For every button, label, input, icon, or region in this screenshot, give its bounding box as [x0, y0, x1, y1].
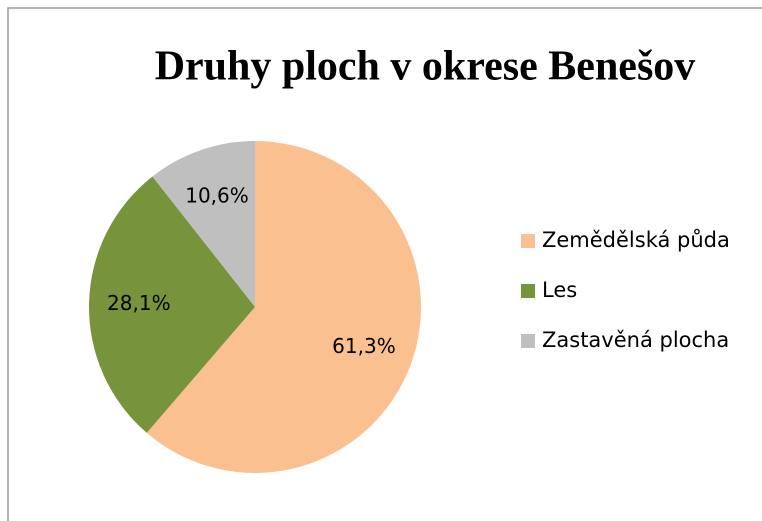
- legend-label: Zastavěná plocha: [542, 328, 729, 352]
- chart-title: Druhy ploch v okrese Benešov: [155, 44, 696, 90]
- pie-slice: [89, 176, 255, 433]
- chart-frame: [7, 7, 762, 521]
- legend-swatch: [521, 284, 535, 298]
- data-label: 10,6%: [185, 184, 249, 208]
- data-label: 28,1%: [107, 291, 171, 315]
- legend-swatch: [521, 334, 535, 348]
- legend-label: Zemědělská půda: [542, 228, 730, 252]
- legend-swatch: [521, 234, 535, 248]
- pie-slice: [152, 141, 255, 307]
- data-label: 61,3%: [332, 334, 396, 358]
- pie-slice: [146, 141, 422, 473]
- legend-label: Les: [542, 278, 577, 302]
